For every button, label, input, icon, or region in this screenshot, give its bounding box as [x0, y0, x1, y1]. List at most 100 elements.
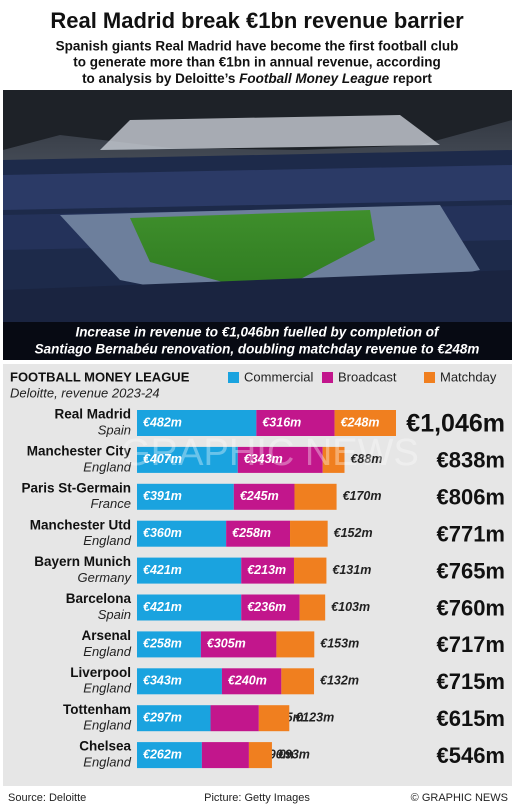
value-label: €343m	[244, 452, 283, 466]
subtitle-part: Football Money League	[239, 71, 390, 86]
bar-segment	[293, 557, 327, 584]
bar-segment	[137, 410, 257, 436]
total-label: €1,046m	[406, 410, 505, 438]
footer-credit: © GRAPHIC NEWS	[411, 792, 508, 804]
category-sublabel: England	[83, 533, 131, 548]
bar-segment	[137, 594, 242, 621]
total-label: €615m	[436, 706, 505, 731]
footer-source: Source: Deloitte	[8, 792, 86, 804]
value-label: €240m	[228, 674, 267, 688]
value-label: €407m	[143, 452, 182, 466]
bar-segment	[137, 446, 238, 473]
category-sublabel: England	[83, 681, 131, 696]
value-label: €421m	[143, 563, 182, 577]
bar-segment	[294, 483, 337, 510]
value-label: €153m	[320, 637, 359, 651]
bar-segment	[137, 742, 202, 769]
total-label: €717m	[436, 632, 505, 657]
total-label: €715m	[436, 669, 505, 694]
value-label: €360m	[143, 526, 182, 540]
bar-segment	[137, 520, 227, 547]
bar-segment	[281, 668, 315, 695]
photo-caption: Santiago Bernabéu renovation, doubling m…	[35, 342, 480, 357]
value-label: €132m	[320, 674, 359, 688]
subtitle: Spanish giants Real Madrid have become t…	[56, 39, 459, 54]
footer-background	[0, 786, 515, 809]
category-sublabel: Spain	[98, 607, 131, 622]
photo	[3, 90, 512, 360]
category-sublabel: England	[83, 644, 131, 659]
bar-segment	[137, 557, 242, 584]
value-label: €482m	[143, 415, 182, 429]
category-sublabel: Germany	[78, 570, 133, 585]
bar-segment	[256, 410, 335, 436]
category-sublabel: England	[83, 755, 131, 770]
legend-label: Broadcast	[338, 369, 397, 384]
category-label: Bayern Munich	[34, 554, 131, 569]
category-label: Chelsea	[79, 739, 131, 754]
chart-title: FOOTBALL MONEY LEAGUE	[10, 369, 190, 384]
bar-segment	[241, 594, 300, 621]
category-sublabel: France	[91, 496, 131, 511]
title: Real Madrid break €1bn revenue barrier	[50, 8, 464, 33]
bar-segment	[210, 705, 259, 732]
value-label: €391m	[143, 489, 182, 503]
value-label: €123m	[295, 710, 334, 724]
value-label: €88m	[350, 452, 382, 466]
bar-segment	[200, 631, 277, 658]
category-label: Manchester City	[27, 443, 132, 458]
total-label: €771m	[436, 522, 505, 547]
value-label: €343m	[143, 674, 182, 688]
bar-segment	[334, 410, 396, 436]
value-label: €131m	[332, 563, 371, 577]
bar-segment	[137, 483, 234, 510]
value-label: €262m	[143, 747, 182, 761]
category-label: Tottenham	[63, 702, 131, 717]
value-label: €245m	[240, 489, 279, 503]
category-label: Arsenal	[81, 628, 131, 643]
value-label: €316m	[262, 415, 301, 429]
photo-caption: Increase in revenue to €1,046bn fuelled …	[75, 325, 440, 340]
watermark: GRAPHIC NEWS	[121, 432, 419, 474]
value-label: €305m	[207, 637, 246, 651]
legend-label: Matchday	[440, 369, 497, 384]
category-label: Real Madrid	[54, 407, 131, 422]
bar-segment	[258, 705, 290, 732]
subtitle-part: to analysis by Deloitte’s	[82, 71, 235, 86]
bar-segment	[241, 557, 294, 584]
bar-segment	[276, 631, 315, 658]
value-label: €213m	[247, 563, 286, 577]
subtitle: to generate more than €1bn in annual rev…	[73, 55, 441, 70]
bar-segment	[137, 705, 211, 732]
legend-label: Commercial	[244, 369, 313, 384]
value-label: €258m	[143, 637, 182, 651]
category-label: Paris St-Germain	[21, 480, 131, 495]
total-label: €765m	[436, 558, 505, 583]
bar-segment	[137, 631, 201, 658]
legend-swatch	[322, 372, 333, 383]
value-label: €170m	[343, 489, 382, 503]
category-sublabel: Spain	[98, 422, 131, 437]
bar-segment	[226, 520, 291, 547]
bar-segment	[248, 742, 272, 769]
bar-segment	[137, 668, 222, 695]
total-label: €546m	[436, 743, 505, 768]
legend-swatch	[228, 372, 239, 383]
value-label: €297m	[143, 710, 182, 724]
category-sublabel: England	[83, 718, 131, 733]
value-label: €152m	[334, 526, 373, 540]
total-label: €806m	[436, 485, 505, 510]
bar-segment	[221, 668, 282, 695]
chart-subtitle: Deloitte, revenue 2023-24	[10, 385, 160, 400]
legend-swatch	[424, 372, 435, 383]
category-label: Barcelona	[66, 591, 132, 606]
value-label: €258m	[232, 526, 271, 540]
value-label: €236m	[247, 600, 286, 614]
total-label: €760m	[436, 595, 505, 620]
footer-picture: Picture: Getty Images	[204, 792, 310, 804]
subtitle-part: report	[393, 71, 433, 86]
bar-segment	[322, 446, 345, 473]
value-label: €421m	[143, 600, 182, 614]
